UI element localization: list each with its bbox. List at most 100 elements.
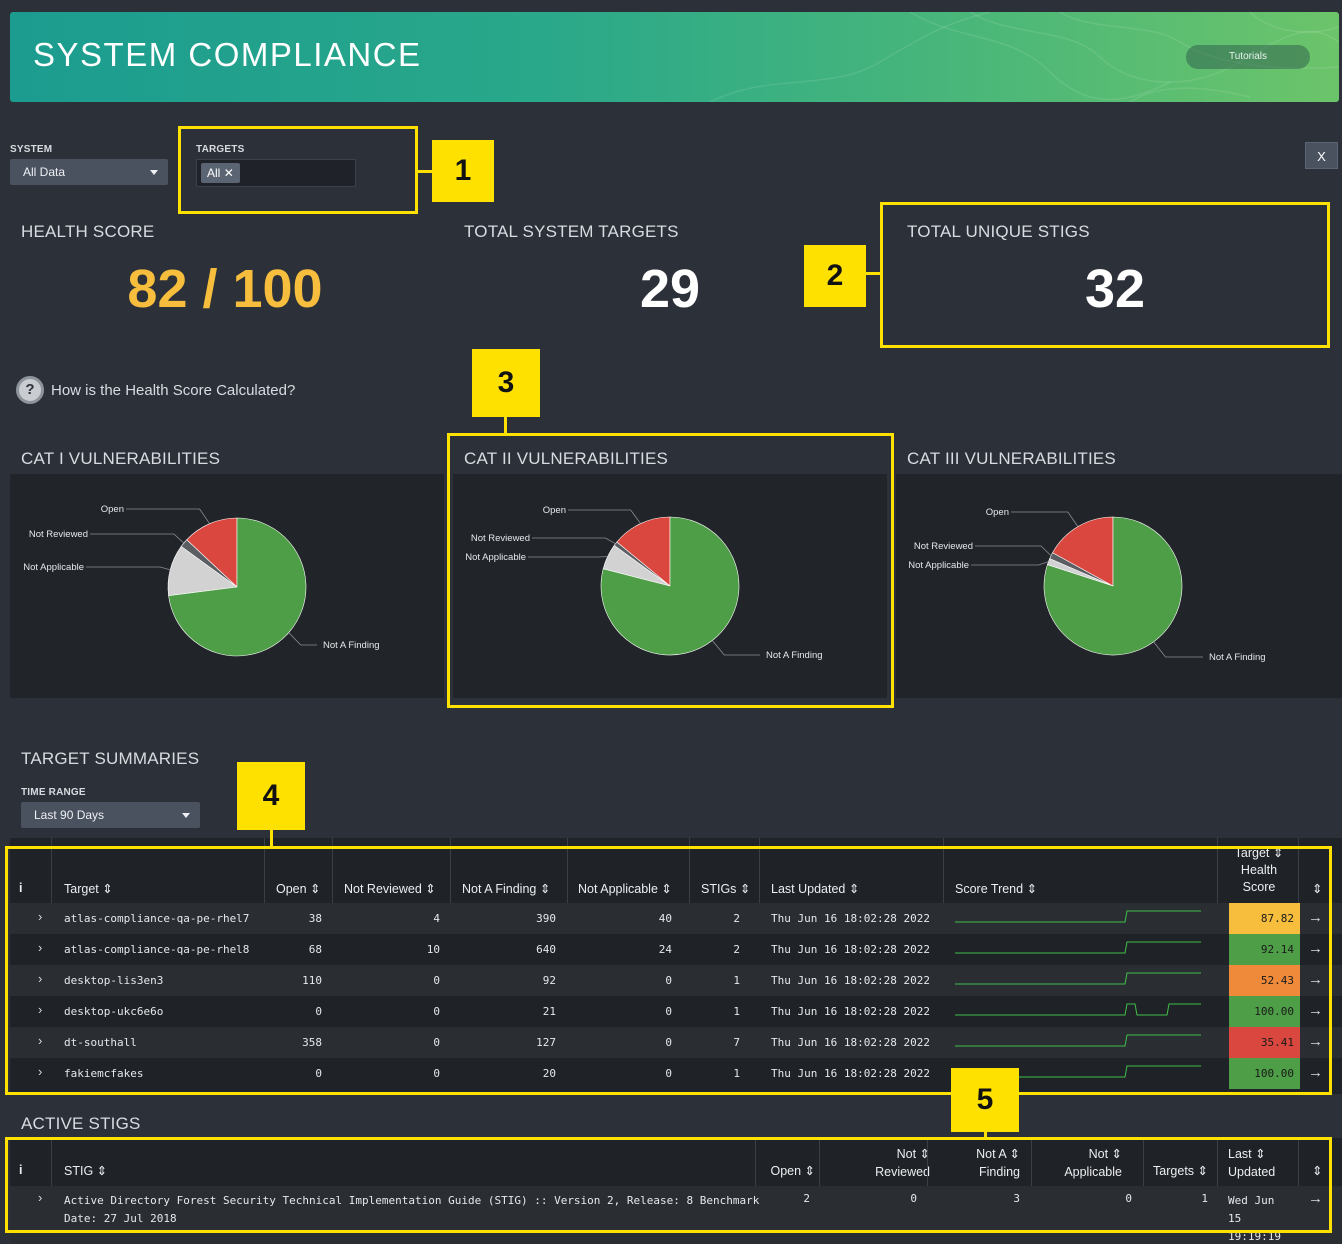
- system-select[interactable]: All Data: [10, 159, 168, 185]
- row-not-a-finding: 640: [536, 943, 556, 956]
- col-last-updated[interactable]: Last ⇕ Updated: [1228, 1145, 1290, 1181]
- col-not-a-finding[interactable]: Not A Finding ⇕: [462, 882, 551, 896]
- col-open[interactable]: Open ⇕: [276, 882, 321, 896]
- col-last-updated[interactable]: Last Updated ⇕: [771, 882, 860, 896]
- chevron-right-icon[interactable]: ›: [38, 1064, 43, 1079]
- col-not-a-finding[interactable]: Not A ⇕ Finding: [940, 1145, 1020, 1181]
- col-targets[interactable]: Targets ⇕: [1153, 1164, 1208, 1178]
- time-range-value: Last 90 Days: [34, 808, 105, 822]
- health-score-help-link[interactable]: ? How is the Health Score Calculated?: [16, 376, 295, 404]
- col-last-updated-l2: Updated: [1228, 1165, 1276, 1179]
- row-last-updated: Thu Jun 16 18:02:28 2022: [771, 912, 930, 925]
- pie-slice-open[interactable]: [1052, 516, 1114, 587]
- row-last-updated: Thu Jun 16 18:02:28 2022: [771, 943, 930, 956]
- divider: [819, 1138, 820, 1186]
- row-open: 110: [302, 974, 322, 987]
- table-row[interactable]: › atlas-compliance-qa-pe-rhel8 68 10 640 24 2 T…: [10, 934, 1342, 965]
- pie-slice-not-a-finding[interactable]: [168, 517, 307, 657]
- arrow-right-icon[interactable]: →: [1308, 1002, 1323, 1019]
- divider: [759, 838, 760, 904]
- table-row[interactable]: › dt-southall 358 0 127 0 7 Thu Jun 16 18:02:28…: [10, 1027, 1342, 1058]
- col-stig[interactable]: STIG ⇕: [64, 1164, 108, 1178]
- time-range-select[interactable]: Last 90 Days: [21, 802, 200, 828]
- arrow-right-icon[interactable]: →: [1308, 971, 1323, 988]
- col-target-health-score-l3: Score: [1242, 880, 1276, 894]
- divider: [332, 838, 333, 904]
- close-button[interactable]: X: [1305, 142, 1338, 169]
- col-stigs[interactable]: STIGs ⇕: [701, 882, 751, 896]
- row-not-reviewed: 0: [433, 1036, 440, 1049]
- row-not-a-finding: 127: [536, 1036, 556, 1049]
- row-target: fakiemcfakes: [64, 1067, 144, 1080]
- table-row[interactable]: › atlas-compliance-qa-pe-rhel7 38 4 390 40 2 Th…: [10, 903, 1342, 934]
- targets-input[interactable]: All ✕: [196, 159, 356, 187]
- table-row[interactable]: › desktop-ukc6e6o 0 0 21 0 1 Thu Jun 16 18:02:2…: [10, 996, 1342, 1027]
- col-not-a-finding-l1: Not A ⇕: [976, 1147, 1020, 1161]
- row-health-score: 92.14: [1229, 934, 1300, 965]
- annotation-box-4: [5, 846, 1332, 1095]
- col-target-health-score-l2: Health: [1240, 863, 1278, 877]
- row-not-reviewed: 0: [433, 1067, 440, 1080]
- table-row[interactable]: › desktop-lis3en3 110 0 92 0 1 Thu Jun 16 18:02…: [10, 965, 1342, 996]
- row-not-a-finding: 92: [542, 974, 556, 987]
- chevron-right-icon[interactable]: ›: [38, 1033, 43, 1048]
- col-open[interactable]: Open ⇕: [770, 1164, 815, 1178]
- chevron-right-icon[interactable]: ›: [38, 971, 43, 986]
- annotation-box-1: [178, 126, 418, 214]
- pie-label-open: Open: [986, 507, 1009, 518]
- divider: [567, 838, 568, 904]
- health-score-value: 82 / 100: [127, 259, 323, 319]
- divider: [1143, 1138, 1144, 1186]
- remove-chip-icon[interactable]: ✕: [223, 166, 234, 180]
- col-not-reviewed[interactable]: Not ⇕ Reviewed: [830, 1145, 930, 1181]
- row-last-updated: Thu Jun 16 18:02:28 2022: [771, 1005, 930, 1018]
- chevron-right-icon[interactable]: ›: [38, 940, 43, 955]
- row-target: desktop-ukc6e6o: [64, 1005, 164, 1018]
- arrow-right-icon[interactable]: →: [1308, 940, 1323, 957]
- row-stigs: 7: [733, 1036, 740, 1049]
- arrow-right-icon[interactable]: →: [1308, 1064, 1323, 1081]
- row-not-applicable: 24: [658, 943, 672, 956]
- arrow-right-icon[interactable]: →: [1308, 1190, 1323, 1207]
- pie-label-open: Open: [543, 505, 566, 516]
- arrow-right-icon[interactable]: →: [1308, 909, 1323, 926]
- chevron-right-icon[interactable]: ›: [38, 1002, 43, 1017]
- pie-label-not-reviewed: Not Reviewed: [29, 529, 88, 540]
- pie-leader-line: [1011, 511, 1079, 527]
- arrow-right-icon[interactable]: →: [1308, 1033, 1323, 1050]
- col-not-reviewed-l2: Reviewed: [875, 1165, 930, 1179]
- row-last-updated: Thu Jun 16 18:02:28 2022: [771, 974, 930, 987]
- pie-slice-open[interactable]: [186, 517, 238, 588]
- stig-last-updated: Wed Jun 15 19:19:19: [1228, 1192, 1281, 1244]
- pie-leader-line: [568, 509, 641, 524]
- row-open: 358: [302, 1036, 322, 1049]
- col-not-applicable[interactable]: Not Applicable ⇕: [578, 882, 672, 896]
- cat3-pie-chart: Open Not Reviewed Not Applicable Not A Find…: [908, 507, 1265, 663]
- col-not-applicable[interactable]: Not ⇕ Applicable: [1030, 1145, 1122, 1181]
- stig-targets: 1: [1201, 1192, 1208, 1205]
- info-header: i: [19, 1163, 23, 1177]
- annotation-label-5: 5: [951, 1068, 1019, 1132]
- col-not-reviewed[interactable]: Not Reviewed ⇕: [344, 882, 436, 896]
- tutorials-button[interactable]: Tutorials: [1186, 45, 1310, 69]
- total-stigs-value: 32: [1084, 259, 1146, 319]
- col-target[interactable]: Target ⇕: [64, 882, 113, 896]
- col-target-health-score[interactable]: Target ⇕ Health Score: [1229, 845, 1289, 896]
- stig-row[interactable]: › Active Directory Forest Security Techn…: [10, 1186, 1342, 1244]
- col-score-trend[interactable]: Score Trend ⇕: [955, 882, 1038, 896]
- col-sort[interactable]: ⇕: [1312, 1164, 1323, 1178]
- stig-name: Active Directory Forest Security Technic…: [64, 1192, 759, 1228]
- score-trend-sparkline: [955, 1065, 1201, 1078]
- col-sort[interactable]: ⇕: [1312, 882, 1323, 896]
- pie-slice-not-a-finding[interactable]: [1043, 516, 1183, 656]
- chevron-right-icon[interactable]: ›: [38, 1190, 43, 1205]
- divider: [689, 838, 690, 904]
- cat3-title: CAT III VULNERABILITIES: [907, 449, 1116, 468]
- chevron-right-icon[interactable]: ›: [38, 909, 43, 924]
- table-row[interactable]: › fakiemcfakes 0 0 20 0 1 Thu Jun 16 18:02:28 2…: [10, 1058, 1342, 1089]
- pie-slice-open[interactable]: [616, 516, 671, 587]
- pie-leader-line: [126, 508, 210, 524]
- stig-last-updated-l3: 19:19:19: [1228, 1230, 1281, 1243]
- chevron-down-icon: [182, 813, 190, 818]
- target-chip-all[interactable]: All ✕: [201, 163, 240, 183]
